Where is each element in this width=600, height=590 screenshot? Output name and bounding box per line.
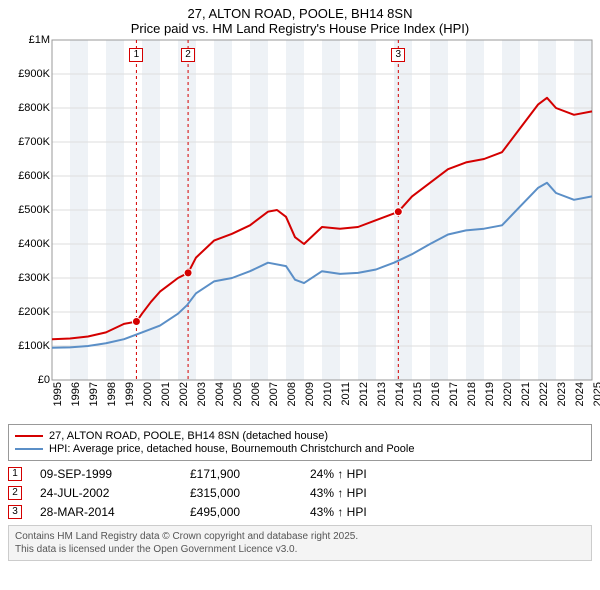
event-date: 09-SEP-1999 — [40, 467, 190, 481]
x-tick-label: 2016 — [430, 382, 442, 406]
event-row: 3 28-MAR-2014£495,00043% ↑ HPI — [8, 505, 592, 519]
x-tick-label: 1997 — [88, 382, 100, 406]
legend: 27, ALTON ROAD, POOLE, BH14 8SN (detache… — [8, 424, 592, 461]
legend-label: HPI: Average price, detached house, Bour… — [49, 443, 414, 455]
y-tick-label: £600K — [18, 170, 50, 182]
event-diff: 43% ↑ HPI — [310, 486, 367, 500]
footer-line-1: Contains HM Land Registry data © Crown c… — [15, 530, 585, 543]
event-marker-2: 2 — [181, 48, 195, 62]
event-date: 24-JUL-2002 — [40, 486, 190, 500]
x-tick-label: 2015 — [412, 382, 424, 406]
title-line-2: Price paid vs. HM Land Registry's House … — [8, 21, 592, 36]
x-tick-label: 2001 — [160, 382, 172, 406]
x-tick-label: 2005 — [232, 382, 244, 406]
y-tick-label: £100K — [18, 340, 50, 352]
x-tick-label: 2013 — [376, 382, 388, 406]
event-row: 2 24-JUL-2002£315,00043% ↑ HPI — [8, 486, 592, 500]
legend-item: 27, ALTON ROAD, POOLE, BH14 8SN (detache… — [15, 430, 585, 442]
y-tick-label: £500K — [18, 204, 50, 216]
x-tick-label: 2017 — [448, 382, 460, 406]
x-tick-label: 2000 — [142, 382, 154, 406]
title-line-1: 27, ALTON ROAD, POOLE, BH14 8SN — [8, 6, 592, 21]
y-axis: £0£100K£200K£300K£400K£500K£600K£700K£80… — [8, 40, 52, 380]
x-tick-label: 1995 — [52, 382, 64, 406]
legend-swatch — [15, 448, 43, 450]
chart-title: 27, ALTON ROAD, POOLE, BH14 8SN Price pa… — [8, 6, 592, 36]
event-price: £171,900 — [190, 467, 310, 481]
x-tick-label: 2008 — [286, 382, 298, 406]
x-tick-label: 2011 — [340, 382, 352, 406]
event-marker-box: 1 — [8, 467, 22, 481]
x-tick-label: 1998 — [106, 382, 118, 406]
attribution-footer: Contains HM Land Registry data © Crown c… — [8, 525, 592, 561]
x-tick-label: 2024 — [574, 382, 586, 406]
x-tick-label: 1996 — [70, 382, 82, 406]
x-tick-label: 2007 — [268, 382, 280, 406]
x-tick-label: 2022 — [538, 382, 550, 406]
events-table: 1 09-SEP-1999£171,90024% ↑ HPI 2 24-JUL-200… — [8, 467, 592, 519]
event-date: 28-MAR-2014 — [40, 505, 190, 519]
x-tick-label: 2009 — [304, 382, 316, 406]
legend-item: HPI: Average price, detached house, Bour… — [15, 443, 585, 455]
x-tick-label: 2023 — [556, 382, 568, 406]
x-tick-label: 2018 — [466, 382, 478, 406]
event-marker-box: 3 — [8, 505, 22, 519]
y-tick-label: £400K — [18, 238, 50, 250]
y-tick-label: £1M — [29, 34, 50, 46]
event-row: 1 09-SEP-1999£171,90024% ↑ HPI — [8, 467, 592, 481]
x-tick-label: 2010 — [322, 382, 334, 406]
plot-svg — [52, 40, 592, 380]
event-marker-1: 1 — [129, 48, 143, 62]
chart-area: £0 £100K £200K £300K £400K £500K £600K £700K £80… — [8, 40, 592, 420]
x-tick-label: 2025 — [592, 382, 600, 406]
legend-label: 27, ALTON ROAD, POOLE, BH14 8SN (detache… — [49, 430, 328, 442]
y-tick-label: £700K — [18, 136, 50, 148]
event-marker-box: 2 — [8, 486, 22, 500]
legend-swatch — [15, 435, 43, 437]
x-tick-label: 2002 — [178, 382, 190, 406]
y-tick-label: £900K — [18, 68, 50, 80]
x-tick-label: 2019 — [484, 382, 496, 406]
x-tick-label: 2012 — [358, 382, 370, 406]
event-price: £495,000 — [190, 505, 310, 519]
event-diff: 43% ↑ HPI — [310, 505, 367, 519]
y-tick-label: £0 — [38, 374, 50, 386]
y-tick-label: £200K — [18, 306, 50, 318]
x-tick-label: 2004 — [214, 382, 226, 406]
x-tick-label: 1999 — [124, 382, 136, 406]
x-axis: 1995 1996 1997 1998 1999 2000 2001 2002 2003 2004… — [52, 380, 592, 420]
y-tick-label: £300K — [18, 272, 50, 284]
event-price: £315,000 — [190, 486, 310, 500]
event-diff: 24% ↑ HPI — [310, 467, 367, 481]
chart-container: { "title_line1": "27, ALTON ROAD, POOLE,… — [0, 0, 600, 590]
x-tick-label: 2014 — [394, 382, 406, 406]
x-tick-label: 2006 — [250, 382, 262, 406]
event-marker-3: 3 — [391, 48, 405, 62]
x-tick-label: 2003 — [196, 382, 208, 406]
x-tick-label: 2020 — [502, 382, 514, 406]
x-tick-label: 2021 — [520, 382, 532, 406]
y-tick-label: £800K — [18, 102, 50, 114]
footer-line-2: This data is licensed under the Open Gov… — [15, 543, 585, 556]
